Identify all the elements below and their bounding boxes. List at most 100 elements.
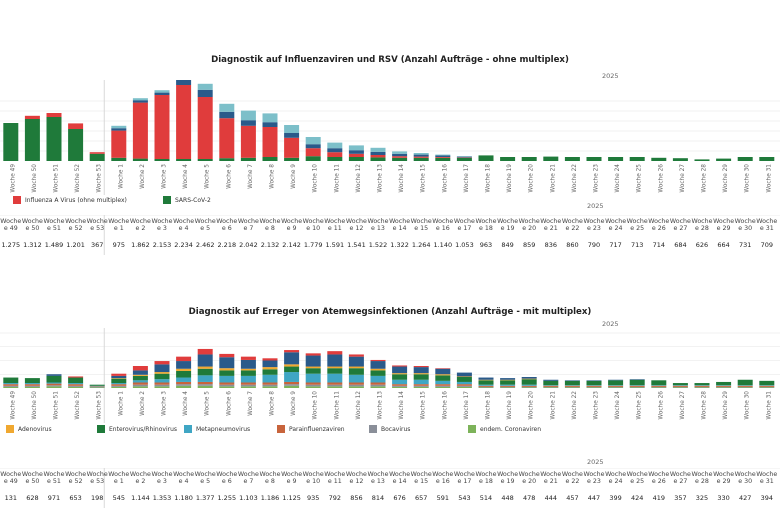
bar-segment (348, 366, 364, 369)
bar-segment (284, 366, 300, 373)
table-header-line1: Woche (540, 218, 561, 225)
bar-segment (456, 385, 472, 387)
table-header-line2: e 25 (630, 478, 644, 485)
bar-segment (3, 383, 19, 385)
bar-segment (305, 353, 321, 356)
bar-segment (456, 386, 472, 388)
x-tick-label: Woche 52 (75, 391, 81, 420)
bar-segment (435, 157, 451, 158)
table-header-line2: e 2 (135, 225, 145, 232)
bar-segment (176, 85, 192, 159)
table-cell-value: 478 (523, 494, 535, 502)
bar-segment (737, 157, 753, 161)
table-header-line2: e 21 (544, 478, 558, 485)
bar-segment (111, 373, 127, 376)
bar-segment (629, 157, 645, 161)
x-tick-label: Woche 28 (702, 164, 708, 193)
bar-segment (586, 386, 602, 388)
table-header-line1: Woche (756, 218, 777, 225)
bar-segment (176, 368, 192, 371)
bar-segment (370, 368, 386, 371)
bar-segment (435, 374, 451, 376)
bar-segment (370, 361, 386, 369)
table-header-line1: Woche (583, 218, 604, 225)
table-header-line2: e 50 (25, 478, 39, 485)
bar-segment (176, 377, 192, 382)
table-header-line2: e 22 (565, 225, 579, 232)
bar-segment (370, 375, 386, 383)
chart1-title: Diagnostik auf Influenzaviren und RSV (A… (211, 55, 569, 65)
bar-segment (197, 89, 213, 97)
bar-segment (197, 381, 213, 385)
table-header-line2: e 30 (738, 225, 752, 232)
bar-segment (651, 386, 667, 388)
table-header-line2: e 9 (287, 478, 297, 485)
bar-segment (284, 385, 300, 388)
bar-segment (68, 123, 84, 129)
bar-segment (111, 383, 127, 385)
chart2-legend-item: endem. Coronaviren (468, 425, 541, 433)
bar-segment (154, 372, 170, 374)
bar-segment (456, 384, 472, 386)
bar-segment (392, 379, 408, 385)
bar-segment (305, 373, 321, 383)
table-header-line2: e 51 (47, 225, 61, 232)
bar-segment (154, 384, 170, 387)
bar-segment (500, 378, 516, 380)
bar-segment (694, 385, 710, 386)
bar-segment (176, 384, 192, 386)
table-cell-value: 444 (545, 494, 557, 502)
bar-segment (284, 137, 300, 158)
bar-segment (197, 375, 213, 382)
table-header-line2: e 2 (135, 478, 145, 485)
table-header-line2: e 10 (306, 478, 320, 485)
bar-segment (435, 380, 451, 385)
table-header-line1: Woche (670, 471, 691, 478)
table-cell-value: 792 (329, 494, 341, 502)
table-cell-value: 790 (588, 241, 600, 249)
table-header-line1: Woche (475, 471, 496, 478)
x-tick-label: Woche 50 (32, 164, 38, 193)
table-cell-value: 447 (588, 494, 600, 502)
bar-segment (24, 378, 40, 384)
table-header-line2: e 14 (393, 225, 407, 232)
table-cell-value: 394 (761, 494, 773, 502)
table2-year-label: 2025 (587, 458, 604, 466)
table-header-line1: Woche (259, 471, 280, 478)
table-cell-value: 448 (501, 494, 513, 502)
table-cell-value: 131 (5, 494, 17, 502)
legend-swatch (468, 425, 476, 433)
bar-segment (672, 385, 688, 386)
bar-segment (111, 128, 127, 131)
table-header-line1: Woche (324, 471, 345, 478)
bar-segment (586, 385, 602, 386)
bar-segment (694, 385, 710, 387)
bar-segment (240, 125, 256, 158)
table-header-line2: e 11 (328, 225, 342, 232)
table-header-line1: Woche (627, 471, 648, 478)
bar-segment (392, 366, 408, 374)
bar-segment (262, 122, 278, 127)
bar-segment (219, 382, 235, 385)
bar-segment (608, 387, 624, 388)
bar-segment (456, 377, 472, 382)
x-tick-label: Woche 15 (421, 164, 427, 193)
table-cell-value: 1.489 (45, 241, 64, 249)
bar-segment (176, 356, 192, 362)
table-header-line2: e 31 (760, 225, 774, 232)
table-cell-value: 1.779 (304, 241, 323, 249)
table-header-line2: e 12 (349, 478, 363, 485)
bar-segment (456, 381, 472, 385)
table-cell-value: 935 (307, 494, 319, 502)
table-header-line1: Woche (151, 218, 172, 225)
bar-segment (240, 382, 256, 385)
x-tick-label: Woche 10 (313, 164, 319, 193)
bar-segment (284, 384, 300, 386)
bar-segment (68, 386, 84, 388)
table-header-line1: Woche (43, 471, 64, 478)
chart2-legend-item: Bocavirus (369, 425, 410, 433)
table-header-line2: e 13 (371, 225, 385, 232)
table-cell-value: 2.462 (196, 241, 215, 249)
bar-segment (3, 384, 19, 386)
table-header-line2: e 20 (522, 225, 536, 232)
